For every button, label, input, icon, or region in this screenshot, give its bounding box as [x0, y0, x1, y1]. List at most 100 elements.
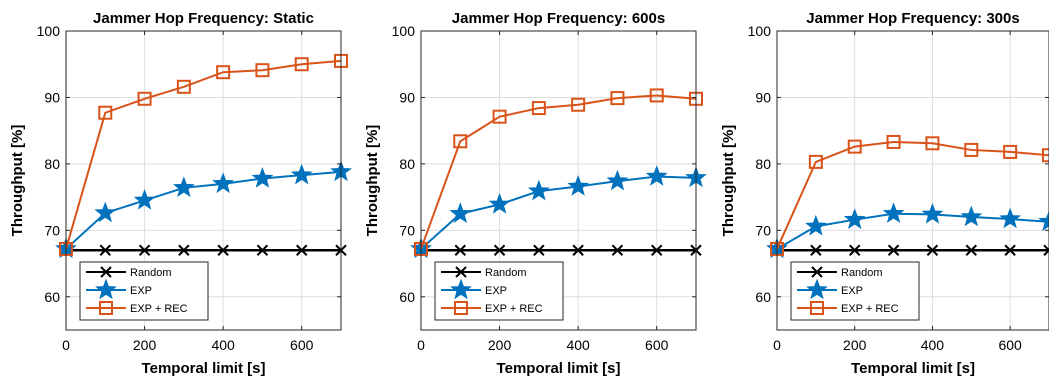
legend-entry: Random — [86, 266, 172, 279]
data-point — [98, 105, 113, 120]
y-tick-label: 70 — [399, 222, 415, 238]
legend-entry: EXP + REC — [441, 301, 543, 315]
data-point — [217, 244, 229, 256]
data-point — [216, 65, 231, 80]
data-point — [610, 91, 625, 106]
y-axis-label: Throughput [%] — [9, 125, 26, 237]
data-point — [533, 244, 545, 256]
data-point — [886, 134, 901, 149]
data-point — [294, 57, 309, 72]
data-point — [645, 165, 668, 186]
series-exp-rec — [770, 134, 1049, 256]
y-tick-label: 80 — [755, 156, 771, 172]
data-point — [99, 244, 111, 256]
data-point — [606, 169, 629, 191]
data-point — [1003, 144, 1018, 159]
legend-entry: Random — [441, 266, 527, 279]
x-axis-label: Temporal limit [s] — [851, 360, 975, 377]
legend: Random EXP EXP + REC — [79, 261, 209, 321]
data-point — [138, 244, 151, 256]
data-point — [843, 208, 866, 229]
data-point — [965, 244, 977, 256]
y-tick-label: 60 — [44, 289, 60, 305]
x-tick-label: 600 — [645, 337, 669, 353]
legend-marker — [454, 301, 468, 315]
legend: Random EXP EXP + REC — [434, 261, 564, 321]
chart-panel-2: 0 200 400 600 60 70 80 90 100 Jammer Hop Frequenc… — [364, 10, 707, 377]
legend-marker — [810, 301, 824, 315]
chart-panel-1: 0 200 400 600 60 70 80 90 100 Jammer Hop Frequenc… — [9, 10, 352, 377]
legend-label: EXP — [841, 285, 863, 297]
data-point — [926, 244, 939, 256]
data-point — [492, 109, 507, 124]
legend-label: Random — [485, 267, 527, 279]
data-point — [847, 139, 862, 154]
data-point — [1043, 244, 1049, 256]
x-tick-label: 0 — [62, 337, 70, 353]
x-tick-label: 0 — [417, 337, 425, 353]
legend: Random EXP EXP + REC — [790, 261, 920, 321]
data-point — [488, 192, 511, 214]
legend-entry: EXP + REC — [797, 301, 899, 315]
chart-panel-3: 0 200 400 600 60 70 80 90 100 Jammer Hop Frequenc… — [720, 10, 1049, 377]
y-tick-label: 100 — [748, 23, 772, 39]
y-tick-label: 100 — [37, 23, 61, 39]
chart-title: Jammer Hop Frequency: 300s — [806, 10, 1019, 27]
x-axis-label: Temporal limit [s] — [497, 360, 621, 377]
data-point — [94, 201, 117, 223]
data-point — [453, 134, 468, 149]
data-point — [649, 88, 664, 103]
data-point — [921, 202, 944, 224]
chart-title: Jammer Hop Frequency: 600s — [452, 10, 665, 27]
legend-marker — [99, 301, 113, 315]
data-point — [1042, 148, 1049, 163]
legend-label: EXP — [485, 285, 507, 297]
x-tick-label: 200 — [133, 337, 157, 353]
data-point — [567, 175, 590, 196]
x-tick-label: 200 — [843, 337, 867, 353]
data-point — [571, 97, 586, 112]
legend-label: Random — [130, 267, 172, 279]
legend-entry: EXP — [441, 278, 507, 300]
data-point — [256, 244, 269, 256]
data-point — [527, 179, 550, 201]
y-tick-label: 90 — [755, 89, 771, 105]
data-point — [172, 176, 195, 198]
data-point — [1038, 210, 1049, 231]
axes-box — [420, 30, 697, 331]
data-point — [804, 214, 827, 236]
legend-marker — [450, 278, 472, 300]
y-tick-label: 70 — [44, 222, 60, 238]
legend-entry: EXP — [797, 278, 863, 300]
axes-box — [65, 30, 342, 331]
data-point — [449, 202, 472, 223]
data-point — [137, 91, 152, 106]
axes-box — [776, 30, 1049, 331]
data-point — [493, 244, 506, 256]
data-point — [572, 244, 584, 256]
chart-title: Jammer Hop Frequency: Static — [93, 10, 314, 27]
data-point — [611, 244, 624, 256]
y-tick-label: 60 — [755, 289, 771, 305]
x-axis-label: Temporal limit [s] — [142, 360, 266, 377]
data-point — [454, 244, 466, 256]
y-axis-label: Throughput [%] — [720, 125, 737, 237]
y-tick-label: 60 — [399, 289, 415, 305]
y-tick-label: 90 — [399, 89, 415, 105]
data-point — [849, 244, 861, 256]
legend-marker — [806, 278, 828, 300]
data-point — [810, 244, 822, 256]
y-tick-label: 80 — [44, 156, 60, 172]
x-tick-label: 400 — [211, 337, 235, 353]
data-point — [925, 136, 940, 151]
y-tick-label: 100 — [392, 23, 416, 39]
legend-label: EXP + REC — [841, 303, 899, 315]
data-point — [887, 244, 900, 256]
data-point — [296, 244, 308, 256]
data-point — [212, 172, 235, 194]
legend-entry: EXP + REC — [86, 301, 188, 315]
x-tick-label: 400 — [921, 337, 945, 353]
legend-marker — [455, 266, 467, 278]
x-tick-label: 400 — [566, 337, 590, 353]
